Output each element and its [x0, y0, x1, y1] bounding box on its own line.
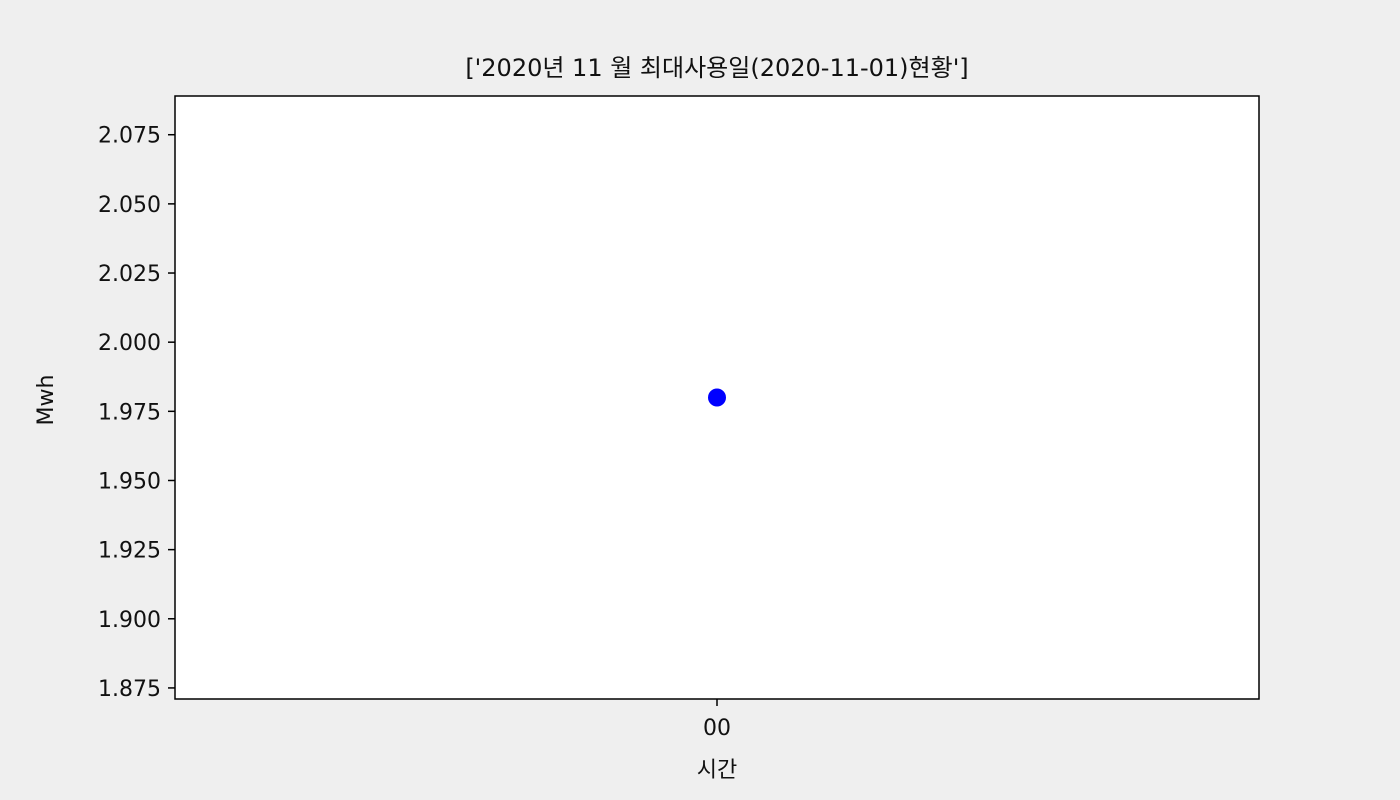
- y-tick-label: 1.975: [98, 400, 161, 425]
- y-tick-label: 1.950: [98, 469, 161, 494]
- y-tick-label: 2.075: [98, 124, 161, 149]
- data-points: [708, 388, 726, 407]
- x-tick-label: 00: [703, 716, 731, 741]
- y-tick-label: 1.900: [98, 608, 161, 633]
- y-axis-title: Mwh: [34, 375, 59, 426]
- y-tick-label: 2.025: [98, 262, 161, 287]
- x-axis-title: 시간: [697, 758, 737, 783]
- x-axis: 00: [703, 699, 731, 741]
- y-tick-label: 1.875: [98, 677, 161, 702]
- chart-title: ['2020년 11 월 최대사용일(2020-11-01)현황']: [465, 54, 968, 82]
- y-tick-label: 2.000: [98, 331, 161, 356]
- y-tick-label: 1.925: [98, 539, 161, 564]
- y-tick-label: 2.050: [98, 193, 161, 218]
- y-axis: 1.875 1.900 1.925 1.950 1.975 2.000 2.025 2.050…: [98, 124, 175, 702]
- data-point: [708, 388, 726, 407]
